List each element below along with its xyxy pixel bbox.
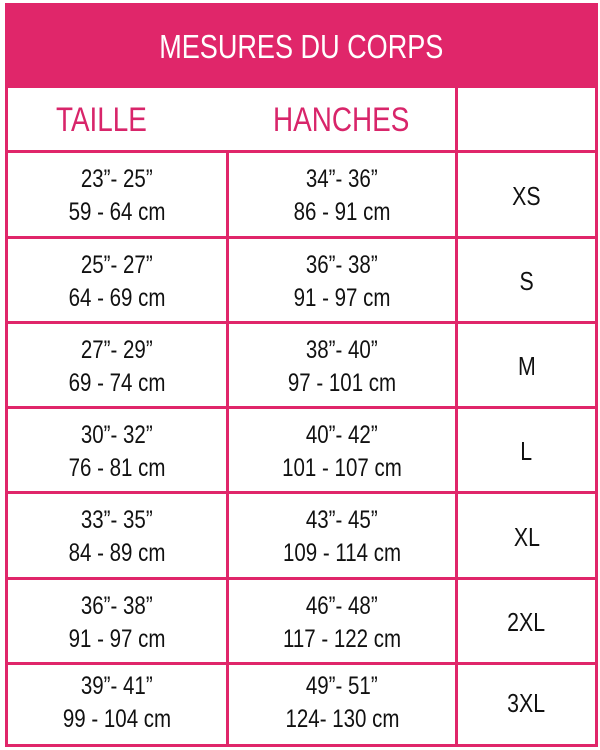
waist-cell-waist-in: 25”- 27” [81, 250, 153, 279]
hips-cell-hips-in: 34”- 36” [306, 165, 378, 193]
divider [8, 150, 595, 153]
hips-cell: 40”- 42” 101 - 107 cm [229, 409, 455, 494]
divider [455, 88, 458, 744]
hips-cell-hips-in: 43”- 45” [306, 506, 378, 534]
hips-cell-hips-cm: 117 - 122 cm [282, 624, 402, 653]
size-cell-size: 3XL [507, 687, 546, 718]
waist-cell-waist-in: 33”- 35” [81, 506, 153, 534]
waist-cell-waist-cm: 76 - 81 cm [68, 453, 166, 482]
hips-cell-hips-cm: 109 - 114 cm [282, 539, 402, 567]
waist-cell-waist-in: 30”- 32” [81, 420, 153, 449]
waist-cell: 23”- 25” 59 - 64 cm [8, 153, 226, 239]
hips-cell-hips-in: 38”- 40” [306, 335, 378, 364]
divider [8, 406, 595, 409]
divider [8, 491, 595, 494]
size-cell-size: L [520, 436, 533, 466]
hips-cell: 38”- 40” 97 - 101 cm [229, 324, 455, 409]
size-cell: M [458, 324, 595, 409]
waist-cell-waist-cm: 84 - 89 cm [68, 539, 166, 567]
waist-cell-waist-cm: 64 - 69 cm [68, 283, 166, 312]
waist-cell: 25”- 27” 64 - 69 cm [8, 239, 226, 324]
divider [8, 662, 595, 665]
chart-title-bar: MESURES DU CORPS [8, 6, 595, 88]
hips-cell-hips-cm: 91 - 97 cm [293, 283, 391, 312]
waist-cell: 30”- 32” 76 - 81 cm [8, 409, 226, 494]
size-cell: S [458, 239, 595, 324]
divider [8, 236, 595, 239]
size-cell: XL [458, 494, 595, 580]
header-waist: TAILLE [55, 100, 147, 139]
waist-cell: 39”- 41” 99 - 104 cm [8, 665, 226, 741]
waist-cell-waist-cm: 99 - 104 cm [62, 705, 172, 733]
size-cell-size: 2XL [507, 607, 546, 637]
size-cell: 3XL [458, 665, 595, 741]
size-cell-size: S [519, 266, 534, 296]
hips-cell-hips-cm: 97 - 101 cm [287, 368, 397, 397]
waist-cell-waist-cm: 69 - 74 cm [68, 368, 166, 397]
waist-cell-waist-in: 27”- 29” [81, 335, 153, 364]
hips-cell: 49”- 51” 124- 130 cm [229, 665, 455, 741]
size-chart: MESURES DU CORPS TAILLE HANCHES 23”- 25”… [5, 3, 598, 747]
hips-cell: 34”- 36” 86 - 91 cm [229, 153, 455, 239]
divider [8, 577, 595, 580]
hips-cell: 36”- 38” 91 - 97 cm [229, 239, 455, 324]
divider [226, 152, 229, 744]
hips-cell-hips-cm: 86 - 91 cm [293, 198, 391, 226]
hips-cell-hips-cm: 124- 130 cm [285, 705, 399, 733]
size-cell: XS [458, 153, 595, 239]
waist-cell: 36”- 38” 91 - 97 cm [8, 580, 226, 665]
waist-cell-waist-cm: 59 - 64 cm [68, 198, 166, 226]
hips-cell: 46”- 48” 117 - 122 cm [229, 580, 455, 665]
size-cell-size: XL [513, 521, 540, 552]
hips-cell-hips-cm: 101 - 107 cm [282, 453, 402, 482]
hips-cell-hips-in: 36”- 38” [306, 250, 378, 279]
size-cell-size: M [517, 351, 536, 381]
size-cell: 2XL [458, 580, 595, 665]
waist-cell-waist-in: 23”- 25” [81, 165, 153, 193]
waist-cell-waist-in: 36”- 38” [81, 591, 153, 620]
header-hips: HANCHES [272, 100, 410, 139]
size-cell: L [458, 409, 595, 494]
divider [8, 321, 595, 324]
hips-cell: 43”- 45” 109 - 114 cm [229, 494, 455, 580]
hips-cell-hips-in: 49”- 51” [306, 672, 378, 700]
size-cell-size: XS [512, 180, 541, 211]
waist-cell: 27”- 29” 69 - 74 cm [8, 324, 226, 409]
chart-title: MESURES DU CORPS [159, 28, 444, 65]
waist-cell-waist-in: 39”- 41” [81, 672, 153, 700]
hips-cell-hips-in: 46”- 48” [306, 591, 378, 620]
waist-cell: 33”- 35” 84 - 89 cm [8, 494, 226, 580]
hips-cell-hips-in: 40”- 42” [306, 420, 378, 449]
waist-cell-waist-cm: 91 - 97 cm [68, 624, 166, 653]
